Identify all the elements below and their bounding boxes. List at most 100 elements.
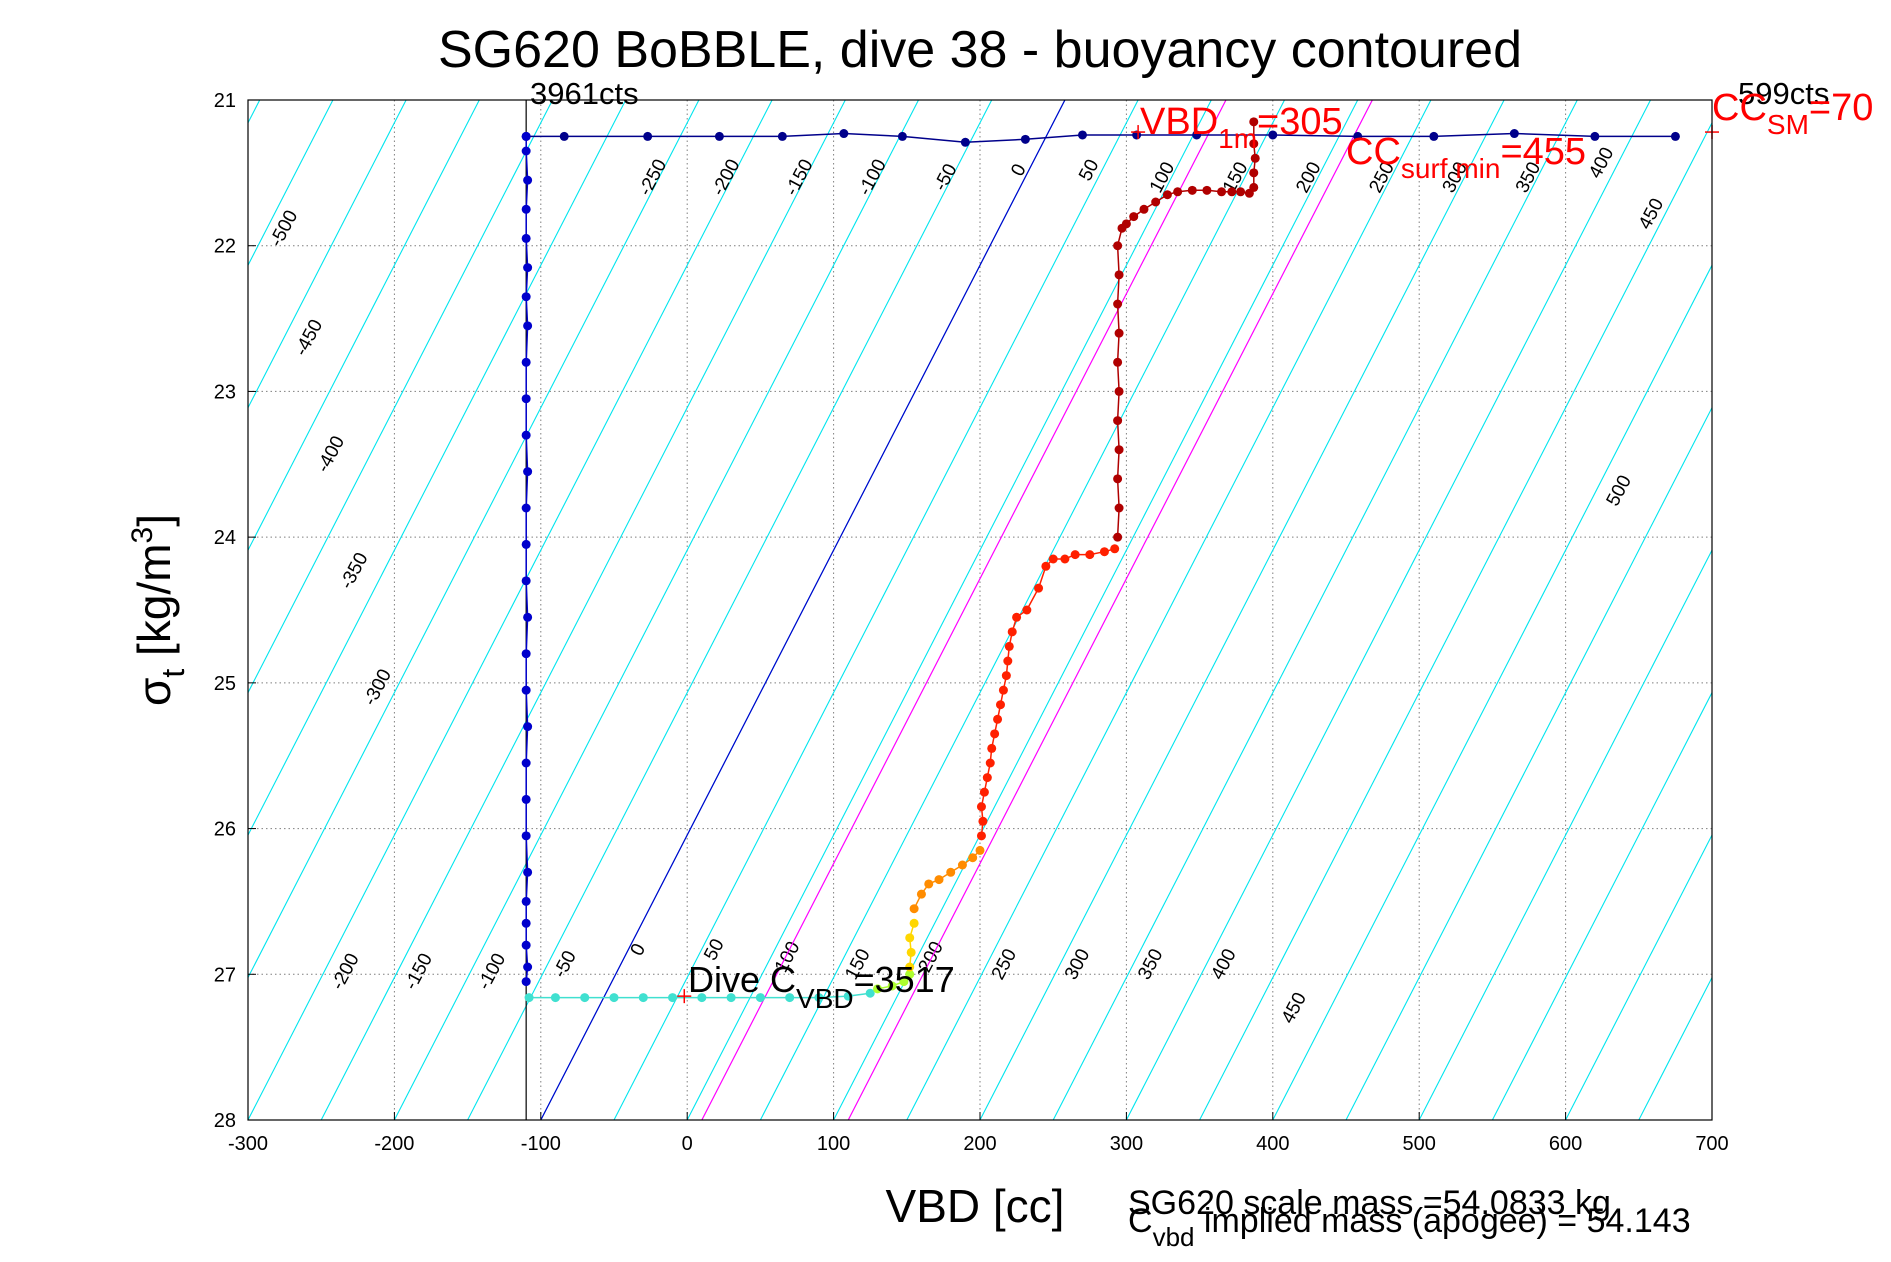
cc-surf-sub: surf min xyxy=(1401,153,1501,184)
data-point xyxy=(643,131,653,141)
annotation-implied-mass: Cvbd implied mass (apogee) = 54.143 xyxy=(1128,1202,1691,1252)
data-point xyxy=(521,831,531,841)
data-point xyxy=(1113,474,1123,484)
y-tick-label: 25 xyxy=(214,673,236,695)
series-line xyxy=(526,132,1676,144)
data-point xyxy=(668,993,678,1003)
data-point xyxy=(1129,212,1139,222)
contour-line xyxy=(1199,121,1712,1120)
data-point xyxy=(1007,627,1017,637)
data-point xyxy=(978,816,988,826)
contour-line xyxy=(686,100,1212,1120)
data-point xyxy=(1099,547,1109,557)
contour-line xyxy=(906,100,1432,1120)
contour-line xyxy=(248,100,627,837)
data-point xyxy=(521,649,531,659)
contour-line xyxy=(979,100,1505,1120)
data-point xyxy=(1249,168,1259,178)
data-point xyxy=(521,940,531,950)
data-point xyxy=(976,831,986,841)
data-point xyxy=(1227,187,1237,197)
contour-line xyxy=(1418,548,1712,1120)
data-point xyxy=(1670,131,1680,141)
axis-ticks: -300 -200 -100 0 100 200 300 400 500 600 700 21 22 23… xyxy=(214,90,1729,1155)
data-point xyxy=(521,394,531,404)
data-point xyxy=(1590,131,1600,141)
data-point xyxy=(523,321,533,331)
data-point xyxy=(1020,134,1030,144)
data-point xyxy=(897,131,907,141)
reference-line xyxy=(540,100,1066,1120)
data-point xyxy=(1429,131,1439,141)
data-point xyxy=(916,889,926,899)
annotation-scale-mass: SG620 scale mass =54.0833 kg xyxy=(1128,1184,1611,1222)
cc-sm-sub: SM xyxy=(1767,109,1809,140)
y-tick-label: 26 xyxy=(214,819,236,841)
series-line xyxy=(908,923,915,968)
data-point xyxy=(982,773,992,783)
data-point xyxy=(960,137,970,147)
cc-sm-main: CC xyxy=(1712,87,1767,129)
annotation-vbd-1m: VBD1m=305 xyxy=(1140,101,1343,154)
contour-line xyxy=(248,100,554,694)
data-point xyxy=(909,918,919,928)
data-point xyxy=(777,131,787,141)
data-point xyxy=(609,993,619,1003)
contour-line xyxy=(833,100,1359,1120)
data-point xyxy=(521,204,531,214)
contour-line xyxy=(393,100,920,1120)
data-point xyxy=(523,962,533,972)
y-tick-label: 27 xyxy=(214,964,236,986)
implied-rest: implied mass (apogee) = 54.143 xyxy=(1194,1202,1690,1240)
x-tick-label: 500 xyxy=(1403,1133,1436,1155)
data-point xyxy=(998,685,1008,695)
data-point xyxy=(1113,532,1123,542)
data-point xyxy=(957,860,967,870)
data-point xyxy=(906,947,916,957)
y-tick-label: 23 xyxy=(214,381,236,403)
data-point xyxy=(785,993,795,1003)
data-point xyxy=(976,802,986,812)
data-point xyxy=(521,918,531,928)
data-point xyxy=(523,722,533,732)
data-point xyxy=(1113,357,1123,367)
y-label-sigma: σ xyxy=(128,678,180,706)
y-tick-label: 28 xyxy=(214,1110,236,1132)
data-point xyxy=(521,503,531,513)
data-point xyxy=(887,981,897,991)
data-point xyxy=(1192,130,1202,140)
data-point xyxy=(905,962,915,972)
chart-title: SG620 BoBBLE, dive 38 - buoyancy contour… xyxy=(438,21,1522,79)
data-point xyxy=(1085,550,1095,560)
data-point xyxy=(1139,204,1149,214)
y-label-close: ] xyxy=(128,514,180,527)
data-point xyxy=(521,430,531,440)
x-tick-label: 200 xyxy=(963,1133,996,1155)
x-tick-label: 700 xyxy=(1695,1133,1728,1155)
data-point xyxy=(521,292,531,302)
data-point xyxy=(934,875,944,885)
y-tick-label: 21 xyxy=(214,90,236,112)
data-point xyxy=(946,867,956,877)
cc-surf-value: =455 xyxy=(1500,131,1586,173)
dive-cvbd-value: =3517 xyxy=(854,959,955,1000)
data-point xyxy=(1173,187,1183,197)
y-label-unit: [kg/m xyxy=(128,543,180,668)
data-point xyxy=(521,896,531,906)
data-point xyxy=(521,131,531,141)
data-point xyxy=(1249,139,1259,149)
data-point xyxy=(524,993,534,1003)
contour-line xyxy=(1345,406,1712,1120)
data-point xyxy=(1041,561,1051,571)
data-point xyxy=(905,969,915,979)
annotation-top-right-cts: 599cts xyxy=(1738,76,1829,111)
y-axis-label: σt [kg/m3] xyxy=(126,514,191,706)
x-tick-label: 400 xyxy=(1256,1133,1289,1155)
contour-line xyxy=(248,100,700,979)
annotation-dive-cvbd: Dive CVBD=3517 xyxy=(688,959,955,1014)
reference-line xyxy=(701,100,1227,1120)
annotation-top-left-cts: 3961cts xyxy=(530,76,639,111)
data-point xyxy=(873,984,883,994)
